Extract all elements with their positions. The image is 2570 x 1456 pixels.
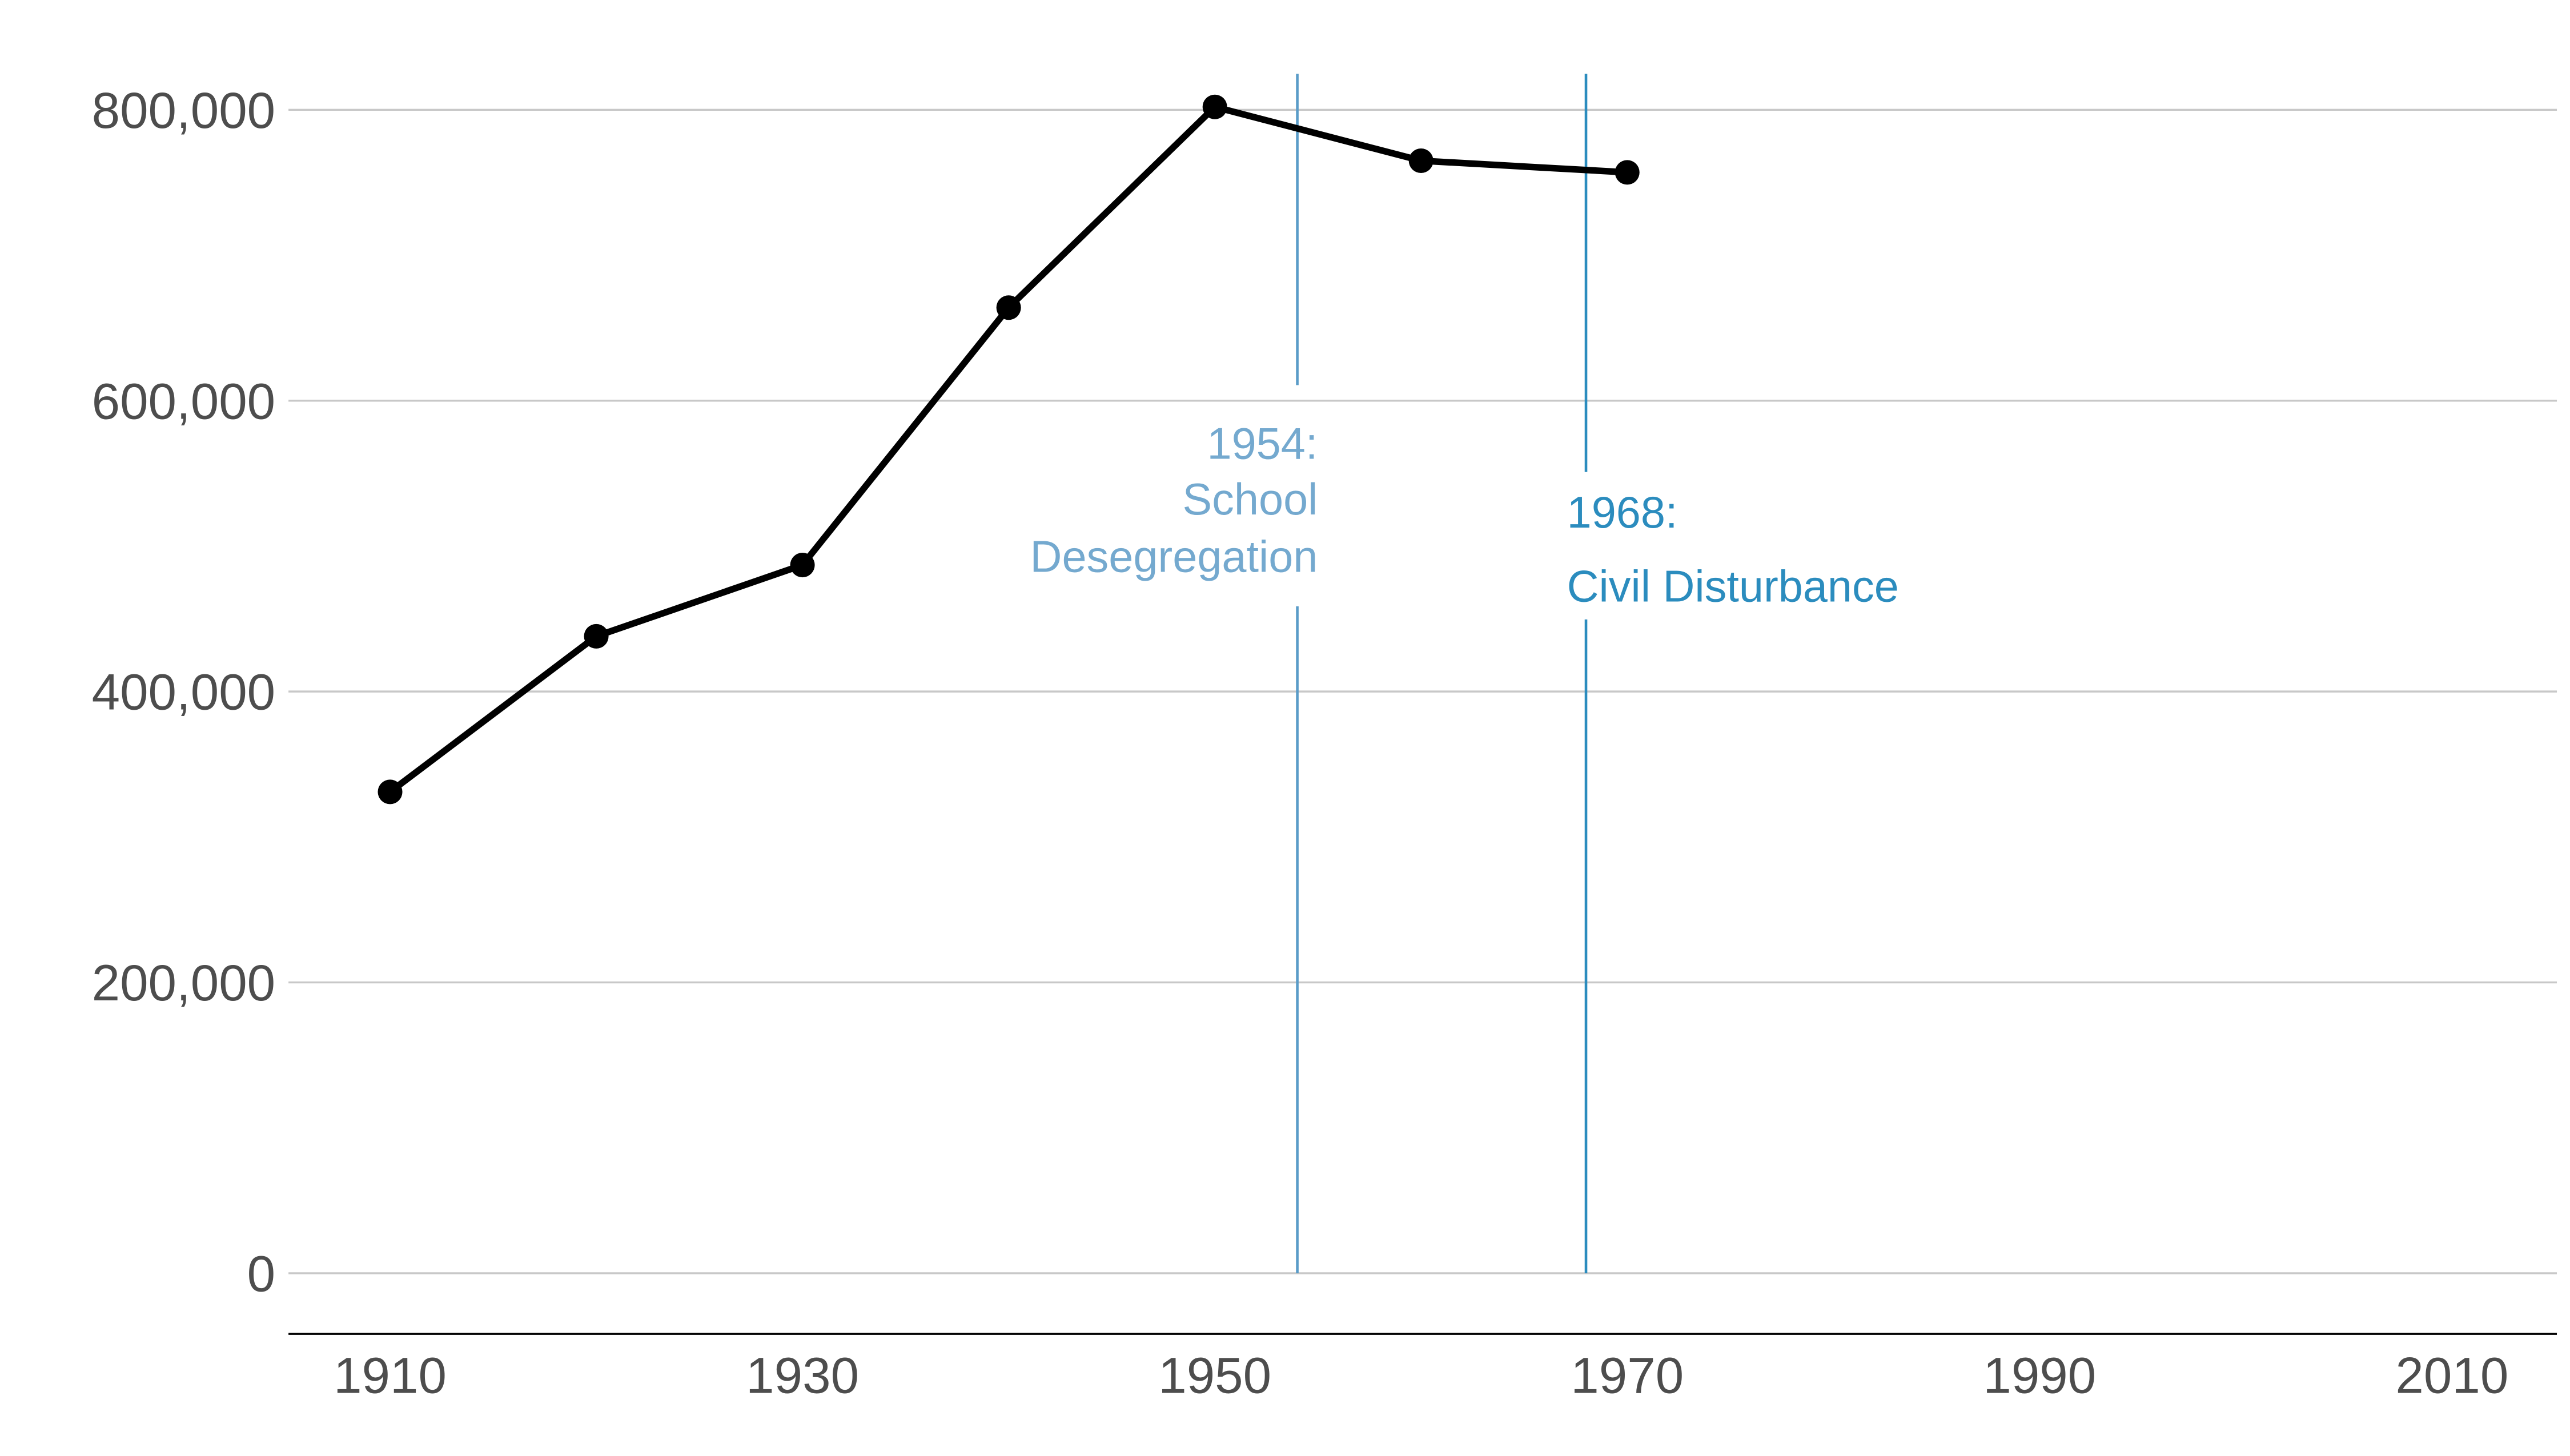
annotation-text: 1968: — [1567, 488, 1678, 537]
y-tick-label: 400,000 — [92, 663, 276, 721]
y-tick-label: 200,000 — [92, 954, 276, 1011]
data-point — [996, 295, 1021, 320]
x-tick-label: 1950 — [1158, 1346, 1271, 1403]
gridlines — [288, 108, 2557, 1274]
y-tick-label: 800,000 — [92, 82, 276, 139]
annotations: 1954: School Desegregation 1968: Civil Distu… — [1030, 74, 1899, 1273]
x-tick-label: 2010 — [2395, 1346, 2508, 1403]
y-tick-label: 600,000 — [92, 372, 276, 429]
x-tick-label: 1990 — [1983, 1346, 2096, 1403]
series — [378, 94, 1640, 805]
annotation-text: Civil Disturbance — [1567, 562, 1899, 611]
data-point — [1615, 160, 1640, 185]
annotation-text: Desegregation — [1030, 533, 1318, 582]
series-line — [388, 103, 1628, 795]
annotation-text: 1954: — [1207, 420, 1318, 469]
x-tick-label: 1930 — [746, 1346, 859, 1403]
x-axis-labels: 1910 1930 1950 1970 1990 2010 — [334, 1346, 2508, 1403]
data-point — [378, 779, 403, 805]
data-point — [584, 624, 609, 649]
data-point — [1408, 148, 1433, 174]
x-tick-label: 1910 — [334, 1346, 447, 1403]
data-point — [1202, 94, 1227, 119]
y-axis-labels: 0 200,000 400,000 600,000 800,000 — [92, 82, 276, 1302]
y-tick-label: 0 — [247, 1245, 275, 1302]
annotation-text: School — [1183, 475, 1318, 524]
data-point — [790, 553, 815, 578]
x-tick-label: 1970 — [1571, 1346, 1684, 1403]
